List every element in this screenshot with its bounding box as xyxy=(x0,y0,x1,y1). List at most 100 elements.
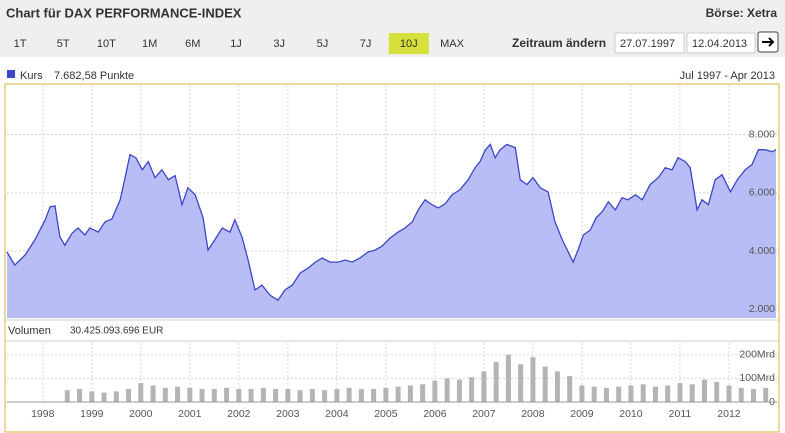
date-range: Jul 1997 - Apr 2013 xyxy=(680,70,775,82)
volume-bar xyxy=(726,385,732,402)
x-tick-label: 2012 xyxy=(717,408,741,420)
volume-bar xyxy=(260,387,266,402)
period-button[interactable]: 1M xyxy=(142,38,157,50)
volume-bar xyxy=(432,380,438,402)
x-tick-label: 2009 xyxy=(570,408,594,420)
volume-bar xyxy=(542,366,548,402)
volume-bar xyxy=(481,371,487,402)
volume-bar xyxy=(126,389,132,402)
x-tick-label: 2008 xyxy=(521,408,545,420)
volume-bar xyxy=(579,385,585,402)
period-button[interactable]: 5T xyxy=(57,38,70,50)
volume-total: 30.425.093.696 EUR xyxy=(70,326,163,337)
volume-bar xyxy=(469,377,475,402)
legend-name: Kurs xyxy=(20,70,43,82)
volume-bar xyxy=(175,386,181,402)
period-button[interactable]: MAX xyxy=(440,38,465,50)
period-button[interactable]: 1J xyxy=(230,38,242,50)
legend-value: 7.682,58 Punkte xyxy=(54,70,134,82)
arrow-icon xyxy=(762,37,775,47)
volume-bar xyxy=(591,386,597,402)
volume-bar xyxy=(89,391,95,402)
period-button[interactable]: 7J xyxy=(360,38,372,50)
volume-bar xyxy=(738,387,744,402)
volume-bar xyxy=(677,383,683,402)
volume-bar xyxy=(493,361,499,402)
x-tick-label: 1999 xyxy=(80,408,104,420)
x-tick-label: 2010 xyxy=(619,408,643,420)
x-tick-label: 2000 xyxy=(129,408,153,420)
x-tick-label: 2001 xyxy=(178,408,202,420)
volume-bar xyxy=(150,385,156,402)
volume-bar xyxy=(444,378,450,402)
volume-bar xyxy=(456,379,462,402)
x-tick-label: 1998 xyxy=(31,408,55,420)
period-button[interactable]: 6M xyxy=(185,38,200,50)
volume-bar xyxy=(224,387,230,402)
y-tick-label: 200Mrd xyxy=(739,349,775,361)
volume-bar xyxy=(236,389,242,402)
period-button[interactable]: 10T xyxy=(97,38,116,50)
period-button[interactable]: 10J xyxy=(400,38,418,50)
volume-bar xyxy=(64,390,70,402)
volume-bar xyxy=(750,389,756,402)
volume-bar xyxy=(248,389,254,402)
active-period-bg xyxy=(388,33,429,54)
price-area xyxy=(7,144,777,318)
legend-swatch xyxy=(7,70,15,78)
volume-bar xyxy=(689,384,695,402)
exchange: Börse: Xetra xyxy=(706,6,778,20)
from-input[interactable] xyxy=(614,32,685,54)
volume-bar xyxy=(383,387,389,402)
period-button[interactable]: 1T xyxy=(14,38,27,50)
volume-bar xyxy=(628,385,634,402)
volume-bar xyxy=(518,364,524,402)
to-input[interactable] xyxy=(686,32,756,54)
volume-bar xyxy=(346,387,352,402)
volume-bar xyxy=(334,389,340,402)
volume-bar xyxy=(420,384,426,402)
volume-bar xyxy=(371,389,377,402)
from-date[interactable]: 27.07.1997 xyxy=(620,38,675,50)
period-button[interactable]: 5J xyxy=(317,38,329,50)
price-line xyxy=(6,143,777,302)
volume-bar xyxy=(297,390,303,402)
range-label: Zeitraum ändern xyxy=(512,36,606,50)
volume-bar xyxy=(530,357,536,402)
volume-bar xyxy=(640,384,646,402)
y-tick-label: 2.000 xyxy=(749,303,775,315)
y-tick-label: 100Mrd xyxy=(739,372,775,384)
volume-bar xyxy=(395,386,401,402)
volume-bar xyxy=(763,387,769,402)
volume-bar xyxy=(199,389,205,402)
x-tick-label: 2002 xyxy=(227,408,251,420)
y-tick-label: 6.000 xyxy=(749,187,775,199)
volume-bar xyxy=(309,389,315,402)
volume-bar xyxy=(554,371,560,402)
y-tick-label: 8.000 xyxy=(749,128,775,140)
x-tick-label: 2011 xyxy=(669,408,692,420)
volume-bar xyxy=(652,386,658,402)
volume-bar xyxy=(603,387,609,402)
x-tick-label: 2007 xyxy=(472,408,496,420)
volume-bar xyxy=(113,391,119,402)
volume-bar xyxy=(162,387,168,402)
period-button[interactable]: 3J xyxy=(273,38,285,50)
volume-bar xyxy=(273,389,279,402)
volume-bar xyxy=(505,354,511,402)
to-date[interactable]: 12.04.2013 xyxy=(692,38,747,50)
volume-bar xyxy=(407,385,413,402)
x-tick-label: 2003 xyxy=(276,408,300,420)
volume-bar xyxy=(714,381,720,402)
volume-bar xyxy=(567,376,573,402)
volume-bar xyxy=(665,385,671,402)
volume-bar xyxy=(701,379,707,402)
page-title: Chart für DAX PERFORMANCE-INDEX xyxy=(6,5,242,20)
x-tick-label: 2004 xyxy=(325,408,349,420)
volume-bar xyxy=(285,389,291,402)
volume-bar xyxy=(187,387,193,402)
x-tick-label: 2006 xyxy=(423,408,447,420)
volume-bar xyxy=(101,392,107,402)
